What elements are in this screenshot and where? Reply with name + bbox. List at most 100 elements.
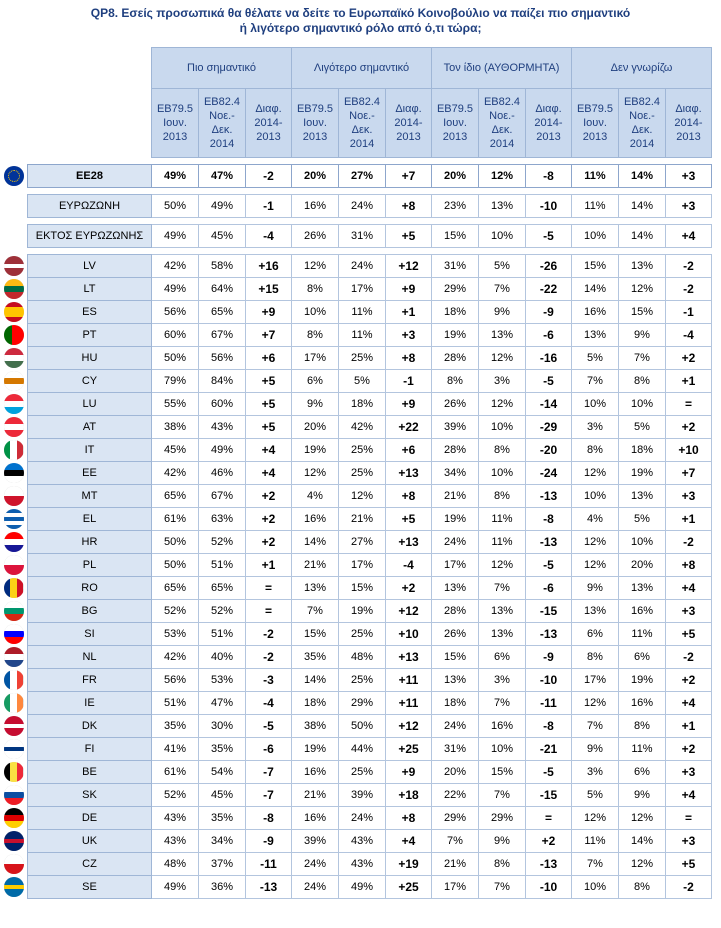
table-row: LU 55% 60% +5 9% 18% +9 26% 12% -14 10% 10% =	[0, 392, 712, 416]
diff-cell: +5	[245, 392, 292, 416]
flag-band	[3, 747, 24, 751]
value-cell: 12%	[571, 461, 619, 485]
value-cell: 49%	[151, 224, 199, 248]
diff-cell: +3	[665, 829, 712, 853]
value-cell: 14%	[571, 277, 619, 301]
row-label: ΕΚΤΟΣ ΕΥΡΩΖΩΝΗΣ	[27, 224, 152, 248]
eu-flag-icon	[3, 166, 24, 186]
value-cell: 20%	[618, 553, 666, 577]
value-cell: 21%	[431, 484, 479, 508]
diff-cell: -15	[525, 599, 572, 623]
flag-band	[3, 885, 24, 889]
flag-band	[3, 751, 24, 759]
flag-band	[11, 325, 24, 345]
flag-band	[3, 607, 24, 615]
flag-band	[3, 417, 24, 424]
flag-band	[16, 670, 24, 690]
mt-flag-icon	[3, 486, 24, 506]
value-cell: 7%	[478, 691, 526, 715]
diff-cell: +9	[245, 300, 292, 324]
table-row: HR 50% 52% +2 14% 27% +13 24% 11% -13 12% 10% -2	[0, 530, 712, 554]
value-cell: 7%	[291, 599, 339, 623]
value-cell: 28%	[431, 599, 479, 623]
flag-band	[3, 384, 24, 391]
value-cell: 35%	[198, 737, 246, 761]
flag-band	[3, 400, 24, 408]
diff-cell: +7	[245, 323, 292, 347]
value-cell: 11%	[338, 323, 386, 347]
value-cell: 39%	[291, 829, 339, 853]
row-gap	[0, 158, 712, 165]
flag-band	[3, 555, 24, 565]
flag-band	[3, 371, 24, 378]
group-header: Δεν γνωρίζω	[571, 47, 712, 89]
value-cell: 65%	[198, 576, 246, 600]
value-cell: 8%	[291, 323, 339, 347]
flag-cell	[0, 462, 28, 485]
row-label: MT	[27, 484, 152, 508]
value-cell: 49%	[151, 164, 199, 188]
value-cell: 9%	[571, 576, 619, 600]
value-cell: 14%	[618, 164, 666, 188]
row-label: EE	[27, 461, 152, 485]
value-cell: 12%	[478, 392, 526, 416]
flag-cell	[0, 416, 28, 439]
value-cell: 49%	[198, 194, 246, 218]
flag-cell	[0, 278, 28, 301]
value-cell: 26%	[291, 224, 339, 248]
flag-band	[3, 739, 24, 747]
value-cell: 11%	[571, 164, 619, 188]
diff-cell: -5	[525, 760, 572, 784]
value-cell: 24%	[431, 530, 479, 554]
flag-band	[3, 660, 24, 667]
row-label: CY	[27, 369, 152, 393]
value-cell: 16%	[291, 194, 339, 218]
row-label: FI	[27, 737, 152, 761]
value-cell: 15%	[571, 254, 619, 278]
flag-cell	[0, 853, 28, 876]
group-header-row: Πιο σημαντικό Λιγότερο σημαντικό Τον ίδιο …	[0, 47, 712, 89]
value-cell: 5%	[571, 783, 619, 807]
value-cell: 19%	[431, 323, 479, 347]
value-cell: 14%	[618, 829, 666, 853]
diff-cell: +3	[665, 164, 712, 188]
flag-band	[3, 762, 11, 782]
diff-cell: -9	[525, 645, 572, 669]
at-flag-icon	[3, 417, 24, 437]
value-cell: 7%	[571, 714, 619, 738]
flag-band	[3, 864, 24, 874]
sub-header: Διαφ. 2014- 2013	[525, 88, 572, 158]
value-cell: 27%	[338, 530, 386, 554]
row-label: HR	[27, 530, 152, 554]
table-row: FR 56% 53% -3 14% 25% +11 13% 3% -10 17% 19% +2	[0, 668, 712, 692]
value-cell: 15%	[478, 760, 526, 784]
value-cell: 53%	[151, 622, 199, 646]
diff-cell: -2	[665, 277, 712, 301]
flag-band	[3, 831, 24, 839]
si-flag-icon	[3, 624, 24, 644]
value-cell: 8%	[478, 438, 526, 462]
value-cell: 29%	[431, 277, 479, 301]
dk-flag-icon	[3, 716, 24, 736]
flag-band	[3, 877, 24, 885]
flag-band	[3, 727, 24, 736]
value-cell: 13%	[478, 194, 526, 218]
value-cell: 8%	[571, 438, 619, 462]
diff-cell: +4	[665, 783, 712, 807]
diff-cell: -16	[525, 346, 572, 370]
gap-cell	[0, 248, 712, 255]
row-label: PT	[27, 323, 152, 347]
diff-cell: -1	[245, 194, 292, 218]
value-cell: 18%	[431, 691, 479, 715]
diff-cell: -21	[525, 737, 572, 761]
value-cell: 64%	[198, 277, 246, 301]
flag-band	[3, 525, 24, 529]
flag-band	[10, 693, 17, 713]
row-label: ΕΥΡΩΖΩΝΗ	[27, 194, 152, 218]
value-cell: 21%	[338, 507, 386, 531]
flag-band	[3, 325, 12, 345]
group-header: Πιο σημαντικό	[151, 47, 292, 89]
fr-flag-icon	[3, 670, 24, 690]
value-cell: 60%	[198, 392, 246, 416]
eu-stars	[7, 170, 20, 182]
